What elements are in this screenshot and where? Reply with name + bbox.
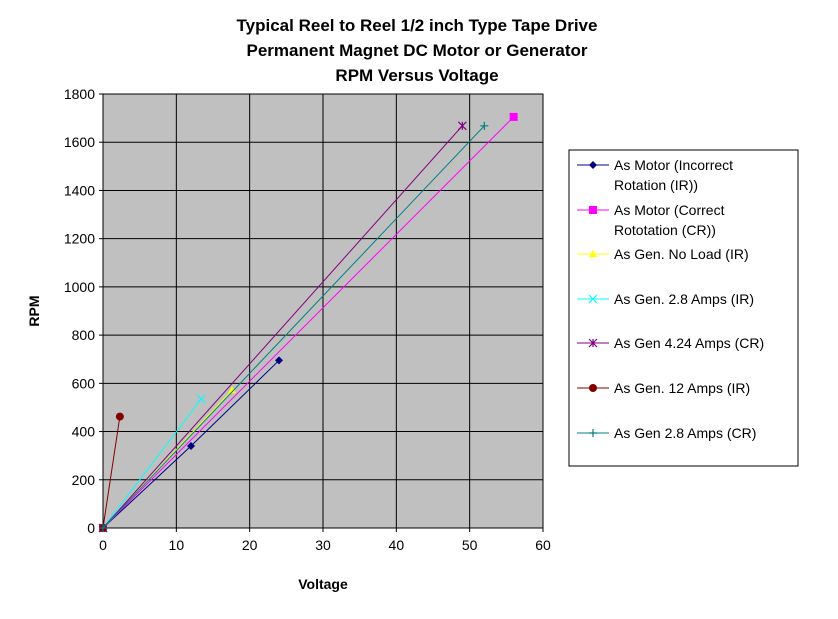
legend-swatch-marker (589, 250, 597, 258)
y-tick-label: 1600 (64, 134, 95, 150)
data-point (196, 394, 206, 404)
series-line (102, 116, 515, 529)
legend-box (568, 149, 799, 467)
legend-item: As Gen. 2.8 Amps (IR) (577, 291, 754, 307)
legend-swatch-marker (589, 206, 597, 214)
legend-item: As Motor (Correct Rototation (CR)) (577, 202, 725, 238)
y-tick-label: 1200 (64, 231, 95, 247)
data-point (187, 442, 195, 451)
legend-label: As Gen 2.8 Amps (CR) (614, 425, 756, 441)
legend-item: As Gen 2.8 Amps (CR) (577, 425, 756, 441)
y-tick-label: 800 (72, 327, 96, 343)
series-group (98, 112, 518, 533)
legend-label: As Gen. 2.8 Amps (IR) (614, 291, 754, 307)
y-tick-label: 1000 (64, 279, 95, 295)
x-tick-label: 50 (462, 537, 478, 553)
chart-title-line: Permanent Magnet DC Motor or Generator (247, 41, 588, 60)
legend-label: Rototation (CR)) (614, 222, 716, 238)
x-tick-label: 30 (315, 537, 331, 553)
data-point (99, 524, 107, 532)
chart-title-line: RPM Versus Voltage (335, 66, 498, 85)
x-tick-label: 10 (169, 537, 185, 553)
x-tick-label: 40 (389, 537, 405, 553)
series-line (102, 125, 485, 529)
data-point (275, 356, 283, 365)
x-tick-label: 60 (535, 537, 551, 553)
legend-item: As Gen. 12 Amps (IR) (577, 380, 750, 396)
legend-item: As Gen. No Load (IR) (577, 246, 749, 262)
data-point (115, 412, 124, 421)
chart-title: Typical Reel to Reel 1/2 inch Type Tape … (237, 16, 598, 85)
legend-swatch-marker (589, 384, 597, 392)
legend-swatch-marker (589, 429, 597, 437)
series-line (102, 416, 121, 529)
legend-item: As Motor (Incorrect Rotation (IR)) (577, 157, 733, 193)
x-axis-label: Voltage (298, 576, 348, 592)
y-tick-label: 600 (72, 375, 96, 391)
y-tick-label: 0 (87, 520, 95, 536)
legend-label: As Gen 4.24 Amps (CR) (614, 335, 764, 351)
chart-title-line: Typical Reel to Reel 1/2 inch Type Tape … (237, 16, 598, 35)
legend-label: As Gen. No Load (IR) (614, 246, 749, 262)
legend-swatch-marker (588, 338, 598, 348)
series-6 (99, 412, 124, 532)
series-7 (99, 121, 489, 532)
data-point (509, 112, 518, 121)
data-point (228, 386, 237, 394)
series-line (102, 125, 463, 529)
data-point (457, 121, 467, 131)
legend-label: As Motor (Correct (614, 202, 725, 218)
legend-item: As Gen 4.24 Amps (CR) (577, 335, 764, 351)
y-tick-label: 200 (72, 472, 96, 488)
gridlines (103, 93, 544, 528)
x-tick-label: 0 (99, 537, 107, 553)
y-tick-label: 1800 (64, 86, 95, 102)
axes: 0 200 400 600 800 1000 1200 1400 1600 1800 0 10 20 30… (64, 86, 551, 553)
legend-label: As Motor (Incorrect (614, 157, 733, 173)
y-axis-label: RPM (26, 295, 42, 326)
y-tick-label: 400 (72, 424, 96, 440)
data-point (480, 121, 489, 130)
y-tick-label: 1400 (64, 182, 95, 198)
legend-label: Rotation (IR)) (614, 177, 698, 193)
series-line (102, 398, 202, 529)
legend-swatch-marker (588, 294, 598, 304)
legend-label: As Gen. 12 Amps (IR) (614, 380, 750, 396)
legend-swatch-marker (589, 161, 597, 169)
x-tick-label: 20 (242, 537, 258, 553)
